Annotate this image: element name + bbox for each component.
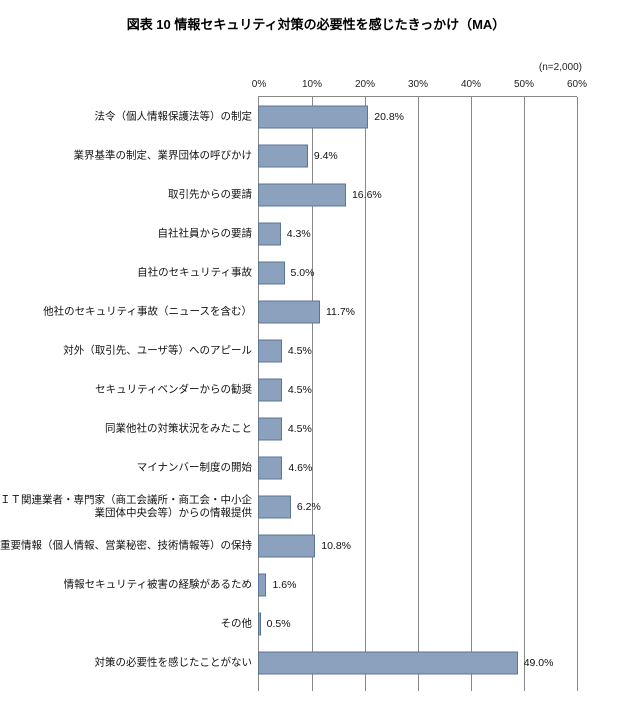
data-row: 同業他社の対策状況をみたこと 4.5%: [0, 416, 632, 442]
category-label: 他社のセキュリティ事故（ニュースを含む）: [0, 305, 252, 318]
n-label: (n=2,000): [539, 62, 582, 73]
value-label: 4.5%: [288, 345, 312, 357]
data-row: 他社のセキュリティ事故（ニュースを含む） 11.7%: [0, 299, 632, 325]
value-label: 1.6%: [272, 579, 296, 591]
data-row: 自社のセキュリティ事故 5.0%: [0, 260, 632, 286]
value-label: 4.3%: [287, 228, 311, 240]
data-row: 対外（取引先、ユーザ等）へのアピール 4.5%: [0, 338, 632, 364]
bar: [258, 340, 282, 363]
bar: [258, 457, 282, 480]
rows-layer: 法令（個人情報保護法等）の制定 20.8% 業界基準の制定、業界団体の呼びかけ 9.4…: [0, 96, 632, 690]
data-row: 自社社員からの要請 4.3%: [0, 221, 632, 247]
x-tick-label: 0%: [252, 79, 266, 90]
data-row: 重要情報（個人情報、営業秘密、技術情報等）の保持 10.8%: [0, 533, 632, 559]
value-label: 10.8%: [321, 540, 351, 552]
bar: [258, 418, 282, 441]
bar: [258, 379, 282, 402]
chart-page: 図表 10 情報セキュリティ対策の必要性を感じたきっかけ（MA） (n=2,00…: [0, 0, 632, 720]
bar: [258, 223, 281, 246]
category-label: 対策の必要性を感じたことがない: [0, 656, 252, 669]
bar: [258, 184, 346, 207]
data-row: ＩＴ関連業者・専門家（商工会議所・商工会・中小企業団体中央会等）からの情報提供 6…: [0, 494, 632, 520]
data-row: 法令（個人情報保護法等）の制定 20.8%: [0, 104, 632, 130]
bar: [258, 574, 266, 597]
x-tick-label: 20%: [355, 79, 375, 90]
category-label: 業界基準の制定、業界団体の呼びかけ: [0, 149, 252, 162]
bar: [258, 145, 308, 168]
value-label: 4.6%: [288, 462, 312, 474]
category-label: 対外（取引先、ユーザ等）へのアピール: [0, 344, 252, 357]
bar: [258, 106, 368, 129]
value-label: 9.4%: [314, 150, 338, 162]
value-label: 11.7%: [326, 306, 355, 318]
bar: [258, 301, 320, 324]
value-label: 16.6%: [352, 189, 382, 201]
bar: [258, 535, 315, 558]
data-row: 対策の必要性を感じたことがない 49.0%: [0, 650, 632, 676]
data-row: 業界基準の制定、業界団体の呼びかけ 9.4%: [0, 143, 632, 169]
chart-title: 図表 10 情報セキュリティ対策の必要性を感じたきっかけ（MA）: [0, 14, 632, 33]
category-label: セキュリティベンダーからの勧奨: [0, 383, 252, 396]
data-row: 取引先からの要請 16.6%: [0, 182, 632, 208]
category-label: マイナンバー制度の開始: [0, 461, 252, 474]
x-tick-label: 40%: [461, 79, 481, 90]
data-row: セキュリティベンダーからの勧奨 4.5%: [0, 377, 632, 403]
data-row: 情報セキュリティ被害の経験があるため 1.6%: [0, 572, 632, 598]
x-tick-label: 50%: [514, 79, 534, 90]
value-label: 5.0%: [291, 267, 315, 279]
bar: [258, 262, 285, 285]
bar: [258, 652, 518, 675]
category-label: 自社社員からの要請: [0, 227, 252, 240]
value-label: 49.0%: [524, 657, 554, 669]
value-label: 4.5%: [288, 423, 312, 435]
value-label: 4.5%: [288, 384, 312, 396]
data-row: マイナンバー制度の開始 4.6%: [0, 455, 632, 481]
category-label: 取引先からの要請: [0, 188, 252, 201]
bar: [258, 496, 291, 519]
value-label: 20.8%: [374, 111, 404, 123]
category-label: 同業他社の対策状況をみたこと: [0, 422, 252, 435]
category-label: その他: [0, 617, 252, 630]
category-label: 情報セキュリティ被害の経験があるため: [0, 578, 252, 591]
x-tick-label: 10%: [302, 79, 322, 90]
x-tick-label: 60%: [567, 79, 587, 90]
value-label: 0.5%: [267, 618, 291, 630]
x-tick-label: 30%: [408, 79, 428, 90]
bar: [258, 613, 261, 636]
category-label: 法令（個人情報保護法等）の制定: [0, 110, 252, 123]
category-label: 重要情報（個人情報、営業秘密、技術情報等）の保持: [0, 539, 252, 552]
value-label: 6.2%: [297, 501, 321, 513]
category-label: 自社のセキュリティ事故: [0, 266, 252, 279]
data-row: その他 0.5%: [0, 611, 632, 637]
category-label: ＩＴ関連業者・専門家（商工会議所・商工会・中小企業団体中央会等）からの情報提供: [0, 494, 252, 520]
